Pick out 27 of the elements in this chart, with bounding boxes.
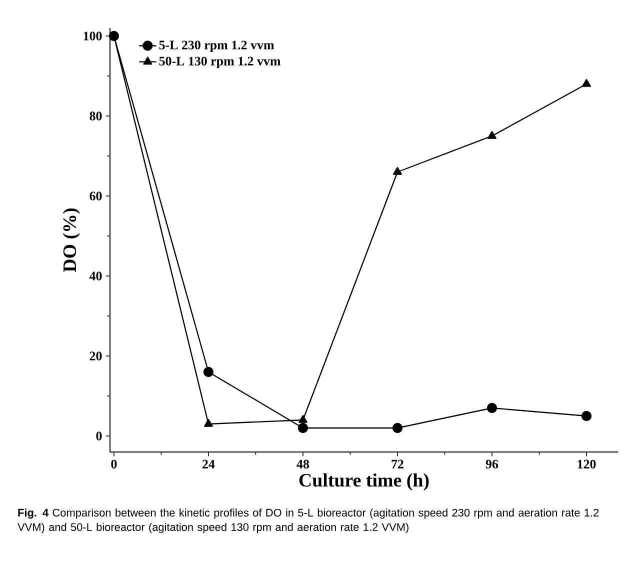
x-axis-title: Culture time (h) bbox=[299, 473, 429, 491]
point bbox=[392, 166, 402, 175]
point bbox=[582, 78, 591, 87]
y-tick-label: 100 bbox=[84, 32, 102, 40]
point bbox=[488, 130, 496, 139]
text: Fig. 4 Comparison between the kinetic profiles of DO in 5-L bioreactor (agitation speed 230 rpm and aeration rate 1.2 VVM) and 50-L bioreactor (agitation speed 130 rpm and aeration rate 1.2 VVM) bbox=[18, 508, 599, 534]
point bbox=[298, 422, 308, 434]
y-tick-label: 80 bbox=[90, 112, 102, 120]
y-tick-label: 60 bbox=[90, 192, 102, 200]
point bbox=[392, 422, 403, 434]
x-tick-label: 120 bbox=[578, 460, 596, 469]
x-tick-label: 0 bbox=[111, 460, 117, 469]
legend-label: 50-L 130 rpm 1.2 vvm bbox=[159, 56, 281, 68]
y-tick-label: 0 bbox=[96, 432, 102, 440]
point bbox=[486, 402, 498, 414]
x-tick-label: 48 bbox=[296, 460, 310, 469]
y-tick-label: 20 bbox=[90, 352, 102, 360]
y-axis-title: DO (%) bbox=[62, 208, 80, 272]
point bbox=[204, 418, 213, 427]
legend-label: 5-L 230 rpm 1.2 vvm bbox=[159, 40, 274, 52]
point bbox=[298, 414, 308, 423]
y-tick-label: 40 bbox=[89, 272, 102, 280]
x-tick-label: 96 bbox=[486, 460, 498, 468]
point bbox=[203, 366, 214, 378]
x-tick-label: 24 bbox=[202, 460, 215, 468]
point bbox=[581, 410, 592, 422]
x-tick-label: 72 bbox=[392, 460, 404, 468]
